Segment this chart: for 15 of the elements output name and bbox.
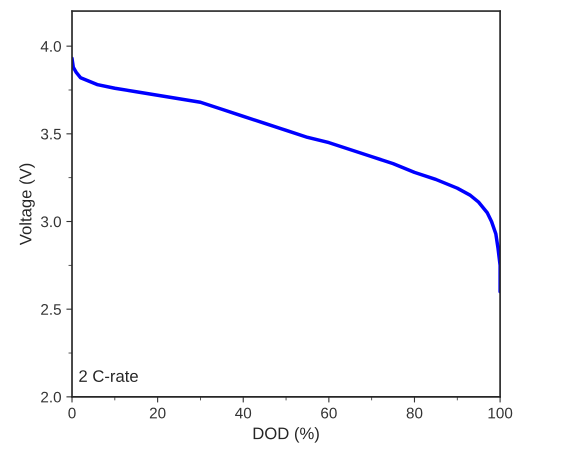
x-tick-label: 40: [235, 408, 252, 418]
y-tick-label: 3.0: [40, 216, 61, 228]
y-axis-title: Voltage (V): [19, 164, 35, 246]
x-tick-label: 100: [488, 408, 512, 418]
annotation: 2 C-rate: [79, 370, 138, 382]
y-tick-label: 4.0: [40, 41, 61, 52]
y-tick-label: 2.0: [41, 392, 61, 403]
y-tick-label: 3.5: [40, 128, 61, 140]
line-series: [72, 56, 500, 294]
x-axis-title: DOD (%): [254, 427, 319, 443]
x-tick-label: 20: [150, 408, 166, 418]
y-tick-label: 2.5: [41, 304, 61, 315]
x-tick-label: 60: [321, 408, 337, 418]
x-tick-label: 80: [406, 408, 422, 418]
x-tick-label: 0: [68, 408, 76, 418]
